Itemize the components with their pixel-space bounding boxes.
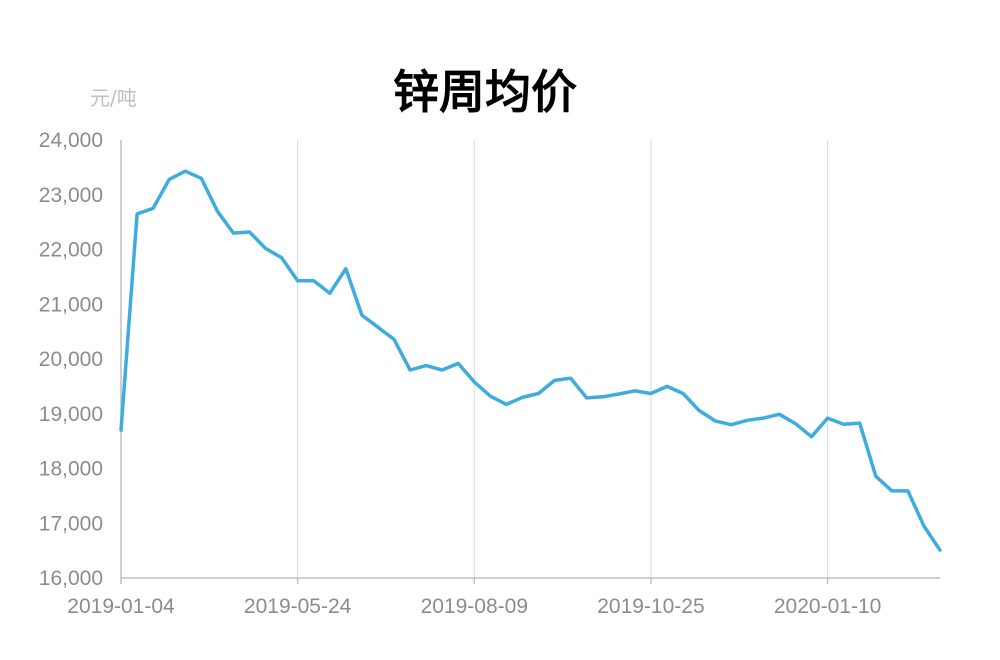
data-point — [649, 391, 653, 395]
data-point — [890, 489, 894, 493]
axes — [120, 140, 940, 579]
y-tick-label: 24,000 — [39, 129, 103, 152]
data-point — [456, 361, 460, 365]
y-tick-label: 18,000 — [39, 458, 103, 481]
x-tick-label: 2019-10-25 — [597, 595, 704, 618]
data-point — [135, 212, 139, 216]
data-point — [874, 474, 878, 478]
data-point — [408, 368, 412, 372]
data-point — [858, 421, 862, 425]
data-point — [569, 376, 573, 380]
data-point — [344, 267, 348, 271]
data-point — [199, 176, 203, 180]
data-point — [167, 177, 171, 181]
data-point — [504, 402, 508, 406]
data-point — [761, 416, 765, 420]
y-tick-label: 22,000 — [39, 239, 103, 262]
x-tick-label: 2020-01-10 — [774, 595, 881, 618]
data-point — [601, 395, 605, 399]
y-tick-label: 19,000 — [39, 403, 103, 426]
y-axis-unit-label: 元/吨 — [90, 86, 137, 110]
series-layer — [119, 169, 942, 552]
data-point — [617, 392, 621, 396]
data-point — [392, 337, 396, 341]
data-point — [537, 391, 541, 395]
data-point — [553, 378, 557, 382]
data-point — [665, 384, 669, 388]
gridlines — [297, 140, 829, 578]
data-point — [215, 209, 219, 213]
data-point — [793, 422, 797, 426]
data-point — [520, 395, 524, 399]
data-point — [922, 524, 926, 528]
data-point — [488, 394, 492, 398]
data-point — [842, 422, 846, 426]
y-tick-label: 16,000 — [39, 567, 103, 590]
y-tick-label: 17,000 — [39, 512, 103, 535]
data-point — [231, 231, 235, 235]
x-tick-label: 2019-01-04 — [67, 595, 175, 618]
y-tick-label: 20,000 — [39, 348, 103, 371]
data-point — [906, 489, 910, 493]
data-point — [328, 291, 332, 295]
y-tick-label: 21,000 — [39, 293, 103, 316]
data-point — [681, 391, 685, 395]
data-point — [633, 389, 637, 393]
y-tick-label: 23,000 — [39, 184, 103, 207]
x-axis-ticks: 2019-01-04 2019-05-24 2019-08-09 2019-10-25… — [67, 578, 881, 618]
series-line — [119, 169, 942, 552]
data-point — [729, 423, 733, 427]
data-point — [183, 169, 187, 173]
data-point — [585, 396, 589, 400]
data-point — [360, 313, 364, 317]
chart-title: 锌周均价 — [393, 65, 577, 119]
data-point — [119, 428, 123, 432]
data-point — [151, 206, 155, 210]
data-point — [713, 419, 717, 423]
data-point — [424, 364, 428, 368]
x-tick-label: 2019-05-24 — [244, 595, 352, 618]
data-point — [264, 246, 268, 250]
data-point — [312, 279, 316, 283]
data-point — [810, 435, 814, 439]
data-point — [376, 325, 380, 329]
data-point — [472, 380, 476, 384]
data-point — [938, 548, 942, 552]
data-point — [826, 416, 830, 420]
data-point — [296, 279, 300, 283]
data-point — [777, 412, 781, 416]
y-axis-ticks: 16,000 17,000 18,000 19,000 20,000 21,000 22,0… — [39, 129, 103, 590]
x-tick-label: 2019-08-09 — [421, 595, 528, 618]
data-point — [745, 418, 749, 422]
data-point — [247, 230, 251, 234]
data-point — [697, 408, 701, 412]
data-point — [440, 368, 444, 372]
data-point — [280, 256, 284, 260]
